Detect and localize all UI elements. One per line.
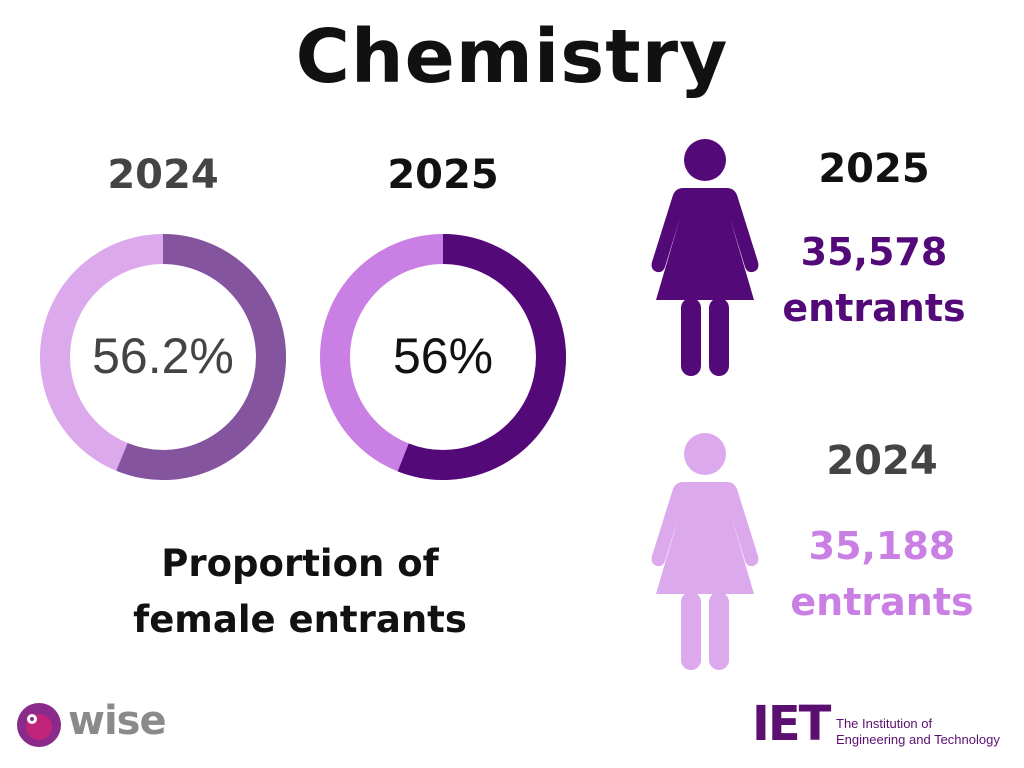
caption-line-2: female entrants — [133, 598, 467, 641]
entrants-2024-year: 2024 — [826, 438, 938, 484]
donut-2024-female-arc — [116, 234, 286, 480]
entrants-2024-value: 35,188 entrants — [752, 518, 1012, 630]
female-figure-2024-icon — [651, 433, 759, 670]
donut-chart-2024 — [40, 234, 286, 480]
entrants-2025-value: 35,578 entrants — [744, 224, 1004, 336]
entrants-2024-count: 35,188 — [808, 524, 956, 568]
chart-caption: Proportion of female entrants — [100, 536, 500, 648]
donut-chart-2025 — [320, 234, 566, 480]
wise-logo-icon — [17, 703, 61, 747]
entrants-2025-year: 2025 — [818, 146, 930, 192]
iet-logo-line-1: The Institution of — [836, 716, 933, 731]
donut-2024-value-label: 56.2% — [92, 328, 234, 384]
donut-2024-year: 2024 — [107, 152, 219, 198]
entrants-2025-count: 35,578 — [800, 230, 948, 274]
donut-2025-value-label: 56% — [392, 328, 494, 384]
donut-2025-female-arc — [397, 234, 566, 480]
iet-logo-line-2: Engineering and Technology — [836, 732, 1000, 747]
iet-logo-letters: IET — [752, 696, 831, 752]
donut-2025-year: 2025 — [387, 152, 499, 198]
female-figure-2025-icon — [651, 139, 759, 376]
caption-line-1: Proportion of — [161, 542, 439, 585]
page-title: Chemistry — [295, 14, 729, 100]
entrants-2024-unit: entrants — [790, 580, 974, 624]
entrants-2025-unit: entrants — [782, 286, 966, 330]
wise-logo-text: wise — [68, 698, 167, 744]
iet-logo-text: The Institution of Engineering and Techn… — [836, 716, 1016, 748]
